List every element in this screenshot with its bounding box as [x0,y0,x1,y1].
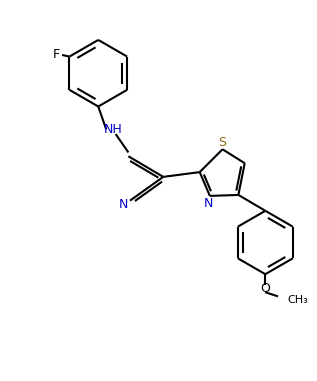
Text: N: N [118,198,128,211]
Text: CH₃: CH₃ [288,295,308,304]
Text: N: N [204,197,213,210]
Text: F: F [53,48,60,61]
Text: S: S [218,136,227,149]
Text: NH: NH [104,123,123,136]
Text: O: O [260,282,270,295]
